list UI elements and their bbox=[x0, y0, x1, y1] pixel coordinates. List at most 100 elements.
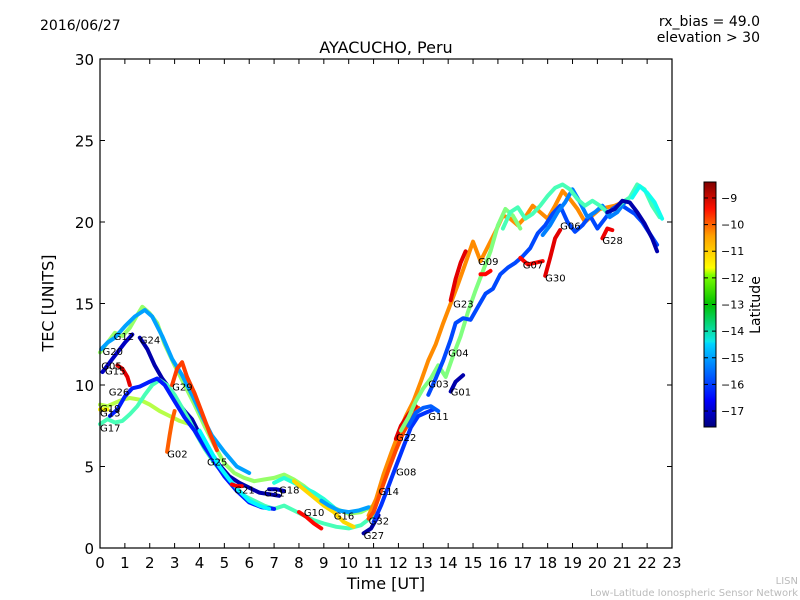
satellite-label: G22 bbox=[396, 433, 416, 444]
x-tick-label: 5 bbox=[220, 554, 230, 572]
series-line-g11 bbox=[406, 404, 441, 428]
satellite-label: G29 bbox=[172, 383, 192, 394]
colorbar-tick-label: −11 bbox=[721, 245, 744, 258]
satellite-label: G28 bbox=[602, 236, 622, 247]
series-line-g10 bbox=[297, 510, 324, 531]
satellite-label: G04 bbox=[448, 348, 468, 359]
x-tick-label: 9 bbox=[319, 554, 329, 572]
x-tick-label: 23 bbox=[662, 554, 681, 572]
series-line-g16 bbox=[319, 498, 371, 515]
x-tick-label: 13 bbox=[414, 554, 433, 572]
series-line-g25 bbox=[197, 428, 272, 511]
x-tick-label: 3 bbox=[170, 554, 180, 572]
y-tick-label: 25 bbox=[75, 133, 94, 151]
colorbar-tick-label: −12 bbox=[721, 272, 744, 285]
x-tick-label: 22 bbox=[638, 554, 657, 572]
axes: 0 1 2 3 4 5 6 7 8 9 10 11 12 13 14 15 16 17 18 19 20 21 22 2305… bbox=[75, 51, 682, 572]
x-tick-label: 14 bbox=[439, 554, 458, 572]
satellite-label: G16 bbox=[334, 511, 354, 522]
satellite-label: G08 bbox=[396, 467, 416, 478]
x-tick-label: 16 bbox=[488, 554, 507, 572]
satellite-label: G09 bbox=[478, 257, 498, 268]
satellite-label: G19 bbox=[100, 404, 120, 415]
x-tick-label: 2 bbox=[145, 554, 155, 572]
y-tick-label: 30 bbox=[75, 51, 94, 69]
series-line-g15 bbox=[115, 363, 132, 387]
org-long-label: Low-Latitude Ionospheric Sensor Network bbox=[590, 588, 798, 599]
y-tick-label: 5 bbox=[84, 459, 94, 477]
x-tick-label: 21 bbox=[613, 554, 632, 572]
x-tick-label: 4 bbox=[195, 554, 205, 572]
chart-title: AYACUCHO, Peru bbox=[319, 38, 453, 57]
series-line-g28b bbox=[605, 198, 660, 254]
satellite-label: G24 bbox=[140, 335, 160, 346]
x-tick-label: 11 bbox=[364, 554, 383, 572]
colorbar-tick-label: −13 bbox=[721, 299, 744, 312]
x-tick-label: 10 bbox=[339, 554, 358, 572]
series-line-g07 bbox=[518, 255, 545, 267]
satellite-label: G30 bbox=[545, 273, 565, 284]
series-line-g24 bbox=[137, 335, 282, 498]
satellite-label: G17 bbox=[100, 423, 120, 434]
satellite-label: G23 bbox=[453, 300, 473, 311]
series-line-g28 bbox=[600, 226, 615, 241]
x-tick-label: 1 bbox=[120, 554, 130, 572]
series-line-g01 bbox=[448, 373, 466, 394]
series-line-g05 bbox=[100, 332, 135, 374]
colorbar-tick-label: −10 bbox=[721, 219, 744, 232]
elevation-label: elevation > 30 bbox=[656, 30, 760, 46]
y-tick-label: 15 bbox=[75, 296, 94, 314]
series-line-g06b bbox=[500, 182, 662, 231]
satellite-label: G11 bbox=[428, 412, 448, 423]
y-tick-label: 20 bbox=[75, 214, 94, 232]
satellite-label: G27 bbox=[364, 531, 384, 542]
series-line-g28c bbox=[630, 184, 665, 221]
colorbar-tick-label: −17 bbox=[721, 405, 744, 418]
x-axis-label: Time [UT] bbox=[346, 574, 426, 593]
satellite-label: G01 bbox=[451, 388, 471, 399]
x-tick-label: 6 bbox=[244, 554, 254, 572]
x-tick-label: 15 bbox=[463, 554, 482, 572]
satellite-label: G03 bbox=[428, 379, 448, 390]
satellite-label: G32 bbox=[369, 516, 389, 527]
x-tick-label: 12 bbox=[389, 554, 408, 572]
x-tick-label: 8 bbox=[294, 554, 304, 572]
series-line-g21 bbox=[229, 482, 244, 489]
satellite-label: G20 bbox=[102, 347, 122, 358]
x-tick-label: 0 bbox=[95, 554, 105, 572]
series-line-g29 bbox=[170, 360, 219, 453]
series-layer bbox=[98, 182, 665, 536]
x-tick-label: 20 bbox=[588, 554, 607, 572]
series-line-g02 bbox=[165, 409, 177, 454]
satellite-label: G05 bbox=[101, 361, 121, 372]
satellite-label: G21 bbox=[234, 485, 254, 496]
satellite-label: G31 bbox=[264, 489, 284, 500]
colorbar-tick-label: −9 bbox=[721, 192, 737, 205]
series-line-g03 bbox=[398, 207, 523, 433]
x-tick-label: 17 bbox=[513, 554, 532, 572]
series-line-g08 bbox=[371, 407, 436, 524]
satellite-label: G13 bbox=[100, 409, 120, 420]
x-tick-label: 19 bbox=[563, 554, 582, 572]
satellite-label: G10 bbox=[304, 508, 324, 519]
satellite-label: G25 bbox=[207, 458, 227, 469]
colorbar-tick-label: −16 bbox=[721, 378, 744, 391]
series-line-g30 bbox=[543, 228, 563, 278]
series-line-g26b bbox=[292, 479, 356, 529]
series-line-g09 bbox=[478, 268, 493, 277]
satellite-label: G15 bbox=[105, 366, 125, 377]
satellite-label: G26 bbox=[109, 388, 129, 399]
y-tick-label: 0 bbox=[84, 540, 94, 558]
satellite-label: G18 bbox=[279, 485, 299, 496]
date-label: 2016/06/27 bbox=[40, 18, 121, 34]
satellite-label: G02 bbox=[167, 449, 187, 460]
series-line-g23 bbox=[448, 249, 468, 303]
x-tick-label: 18 bbox=[538, 554, 557, 572]
satellite-label: G12 bbox=[114, 332, 134, 343]
org-short-label: LISN bbox=[775, 576, 798, 587]
y-tick-label: 10 bbox=[75, 377, 94, 395]
satellite-label: G07 bbox=[523, 260, 543, 271]
colorbar-tick-label: −14 bbox=[721, 325, 744, 338]
